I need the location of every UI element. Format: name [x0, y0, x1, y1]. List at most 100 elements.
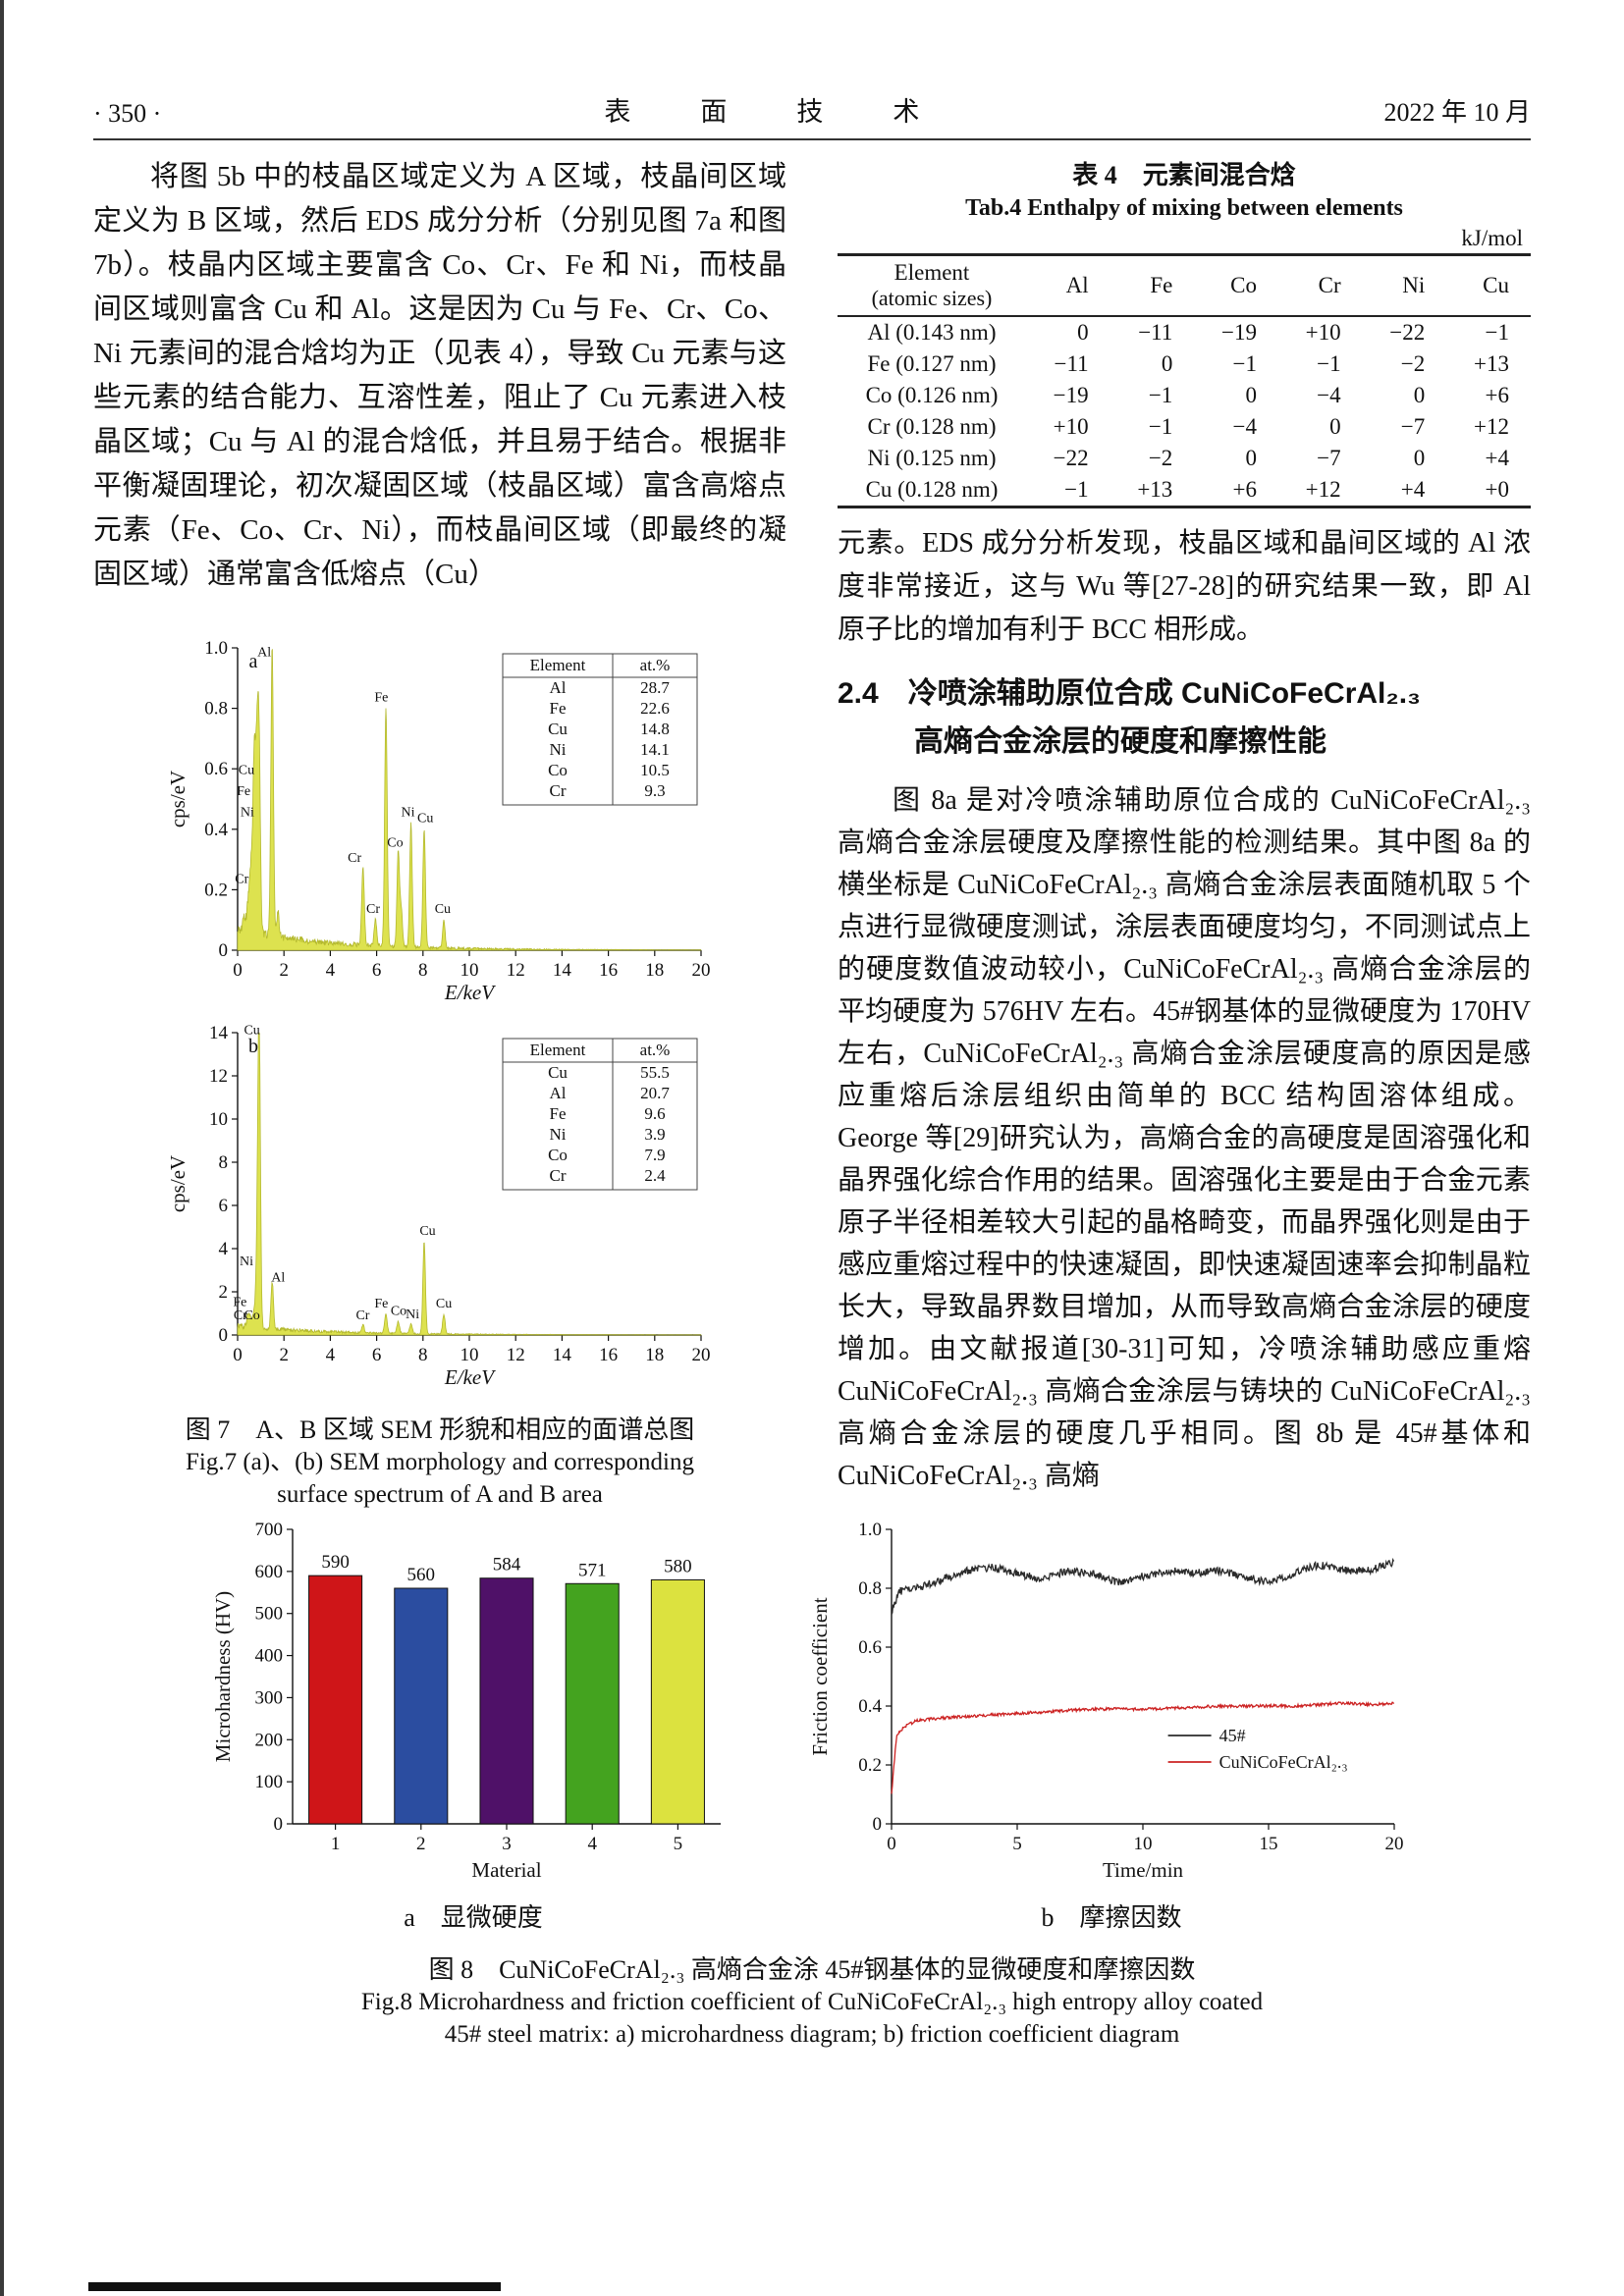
figure7-caption-cn: 图 7 A、B 区域 SEM 形貌和相应的面谱总图 — [185, 1415, 695, 1444]
svg-text:3.9: 3.9 — [644, 1125, 665, 1144]
table-cell: −4 — [1317, 383, 1341, 407]
svg-text:0: 0 — [873, 1814, 883, 1835]
svg-text:55.5: 55.5 — [640, 1063, 670, 1082]
svg-text:Fe: Fe — [550, 699, 567, 718]
table-cell: 0 — [1245, 446, 1257, 470]
svg-text:Al: Al — [271, 1270, 285, 1285]
svg-text:12: 12 — [209, 1066, 228, 1087]
svg-text:0: 0 — [887, 1834, 896, 1854]
svg-text:28.7: 28.7 — [640, 678, 670, 697]
issue-date: 2022 年 10 月 — [1383, 98, 1531, 127]
svg-text:400: 400 — [255, 1646, 284, 1667]
svg-text:700: 700 — [255, 1520, 284, 1540]
table-cell-element: Al (0.143 nm) — [867, 320, 997, 345]
svg-text:Cr: Cr — [550, 1166, 567, 1185]
table-cell: +12 — [1305, 477, 1341, 502]
svg-text:14.8: 14.8 — [640, 720, 670, 738]
figure8-charts-row: 0 100 200 300 400 500 600 700 Microhardness (HV)… — [93, 1510, 1531, 1934]
svg-text:Time/min: Time/min — [1103, 1858, 1184, 1882]
svg-text:580: 580 — [664, 1556, 692, 1576]
svg-text:0.2: 0.2 — [858, 1755, 882, 1776]
figure8-captions: 图 8 CuNiCoFeCrAl₂.₃ 高熵合金涂 45#钢基体的显微硬度和摩擦… — [93, 1949, 1531, 2051]
table-cell: −22 — [1389, 320, 1426, 345]
svg-text:Cu: Cu — [436, 1297, 452, 1311]
table-cell-element: Fe (0.127 nm) — [867, 351, 997, 376]
table-header-cell: Co — [1194, 254, 1278, 317]
spectrum-curve — [237, 1032, 702, 1336]
svg-text:0.6: 0.6 — [204, 759, 228, 779]
table-cell: −19 — [1220, 320, 1257, 345]
svg-text:a: a — [249, 651, 258, 672]
svg-text:12: 12 — [507, 960, 525, 981]
svg-text:571: 571 — [578, 1560, 607, 1580]
svg-text:10: 10 — [460, 960, 479, 981]
table-cell: 0 — [1329, 414, 1341, 439]
table-cell-element: Cu (0.128 nm) — [865, 477, 999, 502]
table4-unit: kJ/mol — [1461, 226, 1523, 250]
svg-text:0.6: 0.6 — [858, 1637, 882, 1658]
series-1 — [891, 1700, 1395, 1794]
table-cell: 0 — [1077, 320, 1089, 345]
table-cell: +0 — [1485, 477, 1509, 502]
scan-artifact-left-edge — [0, 0, 4, 2296]
svg-text:Co: Co — [548, 761, 568, 779]
svg-text:45#: 45# — [1219, 1726, 1246, 1745]
figure8a-subcaption: a 显微硬度 — [404, 1903, 543, 1932]
svg-text:2: 2 — [219, 1282, 229, 1303]
svg-text:4: 4 — [326, 960, 336, 981]
table-cell: −7 — [1400, 414, 1426, 439]
svg-text:16: 16 — [599, 960, 618, 981]
svg-text:0.4: 0.4 — [858, 1696, 882, 1717]
svg-text:100: 100 — [255, 1772, 284, 1792]
svg-text:Ni: Ni — [241, 806, 254, 821]
left-column: 将图 5b 中的枝晶区域定义为 A 区域，枝晶间区域定义为 B 区域，然后 ED… — [93, 155, 786, 1511]
svg-text:Al: Al — [550, 1084, 567, 1102]
svg-text:10.5: 10.5 — [640, 761, 670, 779]
svg-text:500: 500 — [255, 1604, 284, 1625]
svg-text:2.4: 2.4 — [644, 1166, 666, 1185]
svg-text:Ni: Ni — [550, 1125, 567, 1144]
table-header-row: Element (atomic sizes) Al Fe Co Cr Ni Cu — [838, 254, 1531, 317]
svg-text:8: 8 — [418, 1345, 428, 1365]
svg-text:10: 10 — [460, 1345, 479, 1365]
svg-text:Cu: Cu — [548, 1063, 568, 1082]
svg-text:1: 1 — [331, 1834, 341, 1854]
table-cell: −2 — [1400, 351, 1426, 376]
svg-text:Cu: Cu — [244, 1024, 259, 1039]
scan-artifact-bottom-bar — [88, 2282, 501, 2291]
table-cell: +13 — [1137, 477, 1173, 502]
table-cell: −11 — [1054, 351, 1089, 376]
svg-text:Fe: Fe — [237, 784, 250, 799]
svg-text:8: 8 — [418, 960, 428, 981]
svg-text:Ni: Ni — [550, 740, 567, 759]
section-heading-line1: 2.4 冷喷涂辅助原位合成 CuNiCoFeCrAl₂.₃ — [838, 677, 1421, 710]
table-cell: +4 — [1485, 446, 1509, 470]
svg-text:6: 6 — [372, 1345, 382, 1365]
figure8-caption-cn: 图 8 CuNiCoFeCrAl₂.₃ 高熵合金涂 45#钢基体的显微硬度和摩擦… — [428, 1955, 1196, 1984]
table-cell-element: Cr (0.128 nm) — [867, 414, 997, 439]
spectrum-curve — [237, 649, 702, 951]
figure8-caption-en: Fig.8 Microhardness and friction coeffic… — [360, 1989, 1264, 2015]
table-header-cell: Cr — [1277, 254, 1363, 317]
svg-text:0.2: 0.2 — [204, 880, 228, 900]
svg-text:2: 2 — [279, 960, 289, 981]
figure-8: 0 100 200 300 400 500 600 700 Microhardness (HV)… — [93, 1510, 1531, 2051]
svg-text:14: 14 — [553, 1345, 572, 1365]
table-cell: −11 — [1138, 320, 1173, 345]
svg-text:14: 14 — [553, 960, 572, 981]
svg-text:Fe: Fe — [374, 691, 388, 706]
svg-text:0: 0 — [274, 1814, 284, 1835]
svg-text:18: 18 — [645, 1345, 664, 1365]
figure7-caption-en2: surface spectrum of A and B area — [277, 1481, 603, 1508]
svg-text:Cu: Cu — [548, 720, 568, 738]
table-row: Fe (0.127 nm) −11 0 −1 −1 −2 +13 — [838, 348, 1531, 380]
svg-text:Cr: Cr — [348, 851, 361, 866]
svg-text:0.8: 0.8 — [858, 1578, 882, 1599]
svg-text:Co: Co — [548, 1146, 568, 1164]
svg-text:16: 16 — [599, 1345, 618, 1365]
svg-text:8: 8 — [219, 1152, 229, 1173]
table-cell: 0 — [1245, 383, 1257, 407]
svg-text:0: 0 — [219, 940, 229, 961]
svg-text:Ni: Ni — [401, 806, 414, 821]
microhardness-bar-chart: 0 100 200 300 400 500 600 700 Microhardness (HV)… — [211, 1520, 721, 1882]
